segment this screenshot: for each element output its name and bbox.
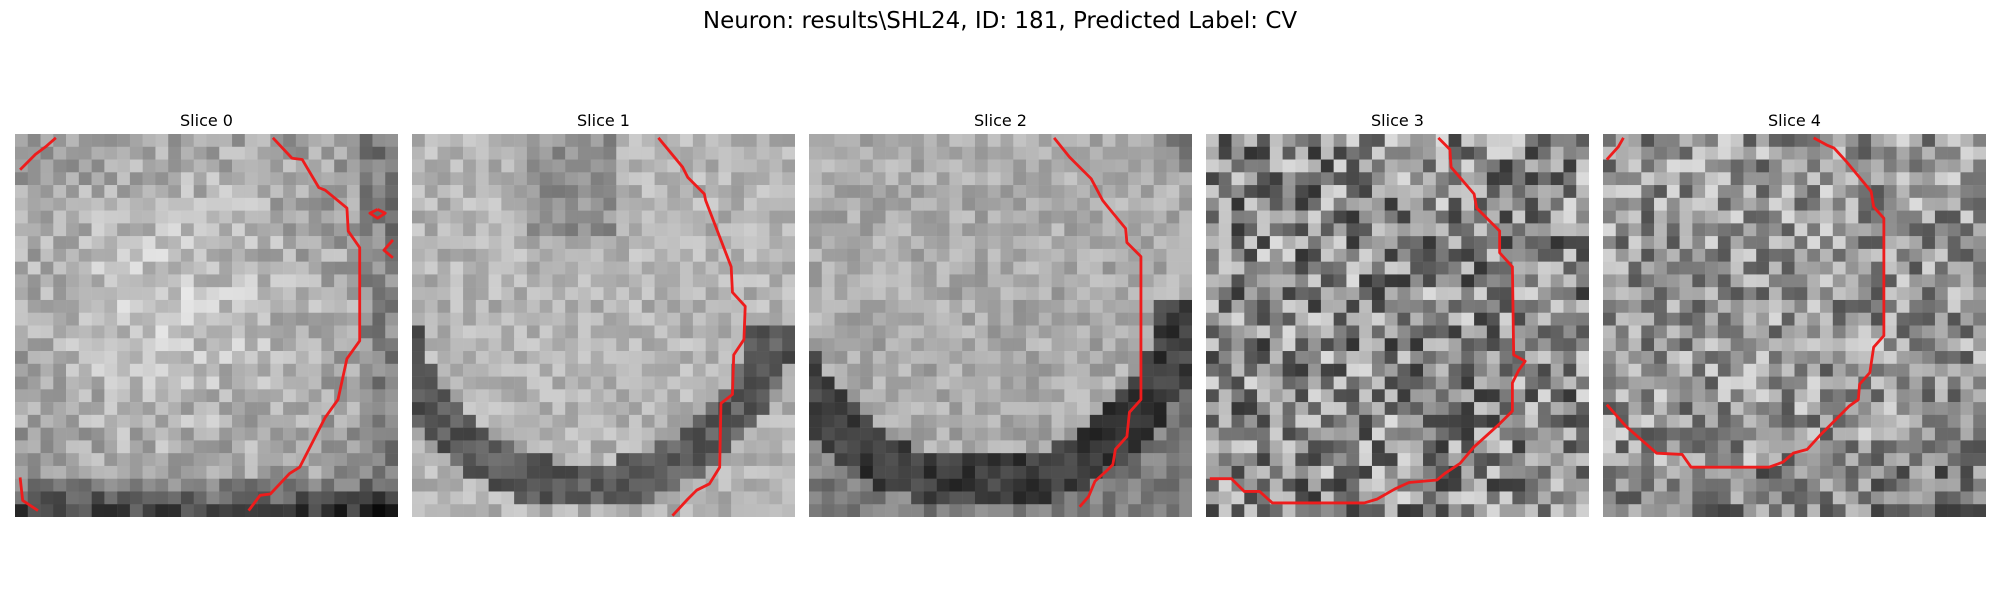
slice-title-2: Slice 2 bbox=[974, 111, 1027, 130]
figure-title: Neuron: results\SHL24, ID: 181, Predicte… bbox=[702, 8, 1298, 34]
slice-image-2 bbox=[809, 134, 1192, 517]
slice-image-4 bbox=[1603, 134, 1986, 517]
slice-panel-4: Slice 4 bbox=[1603, 110, 1986, 517]
slice-panel-2: Slice 2 bbox=[809, 110, 1192, 517]
slice-image-3 bbox=[1206, 134, 1589, 517]
slice-panel-0: Slice 0 bbox=[15, 110, 398, 517]
slice-panel-1: Slice 1 bbox=[412, 110, 795, 517]
slice-title-1: Slice 1 bbox=[577, 111, 630, 130]
slice-panel-3: Slice 3 bbox=[1206, 110, 1589, 517]
contour-overlay-4 bbox=[1605, 136, 1886, 469]
contour-overlay-0 bbox=[18, 136, 394, 512]
contour-overlay-2 bbox=[1053, 136, 1143, 508]
slice-title-3: Slice 3 bbox=[1371, 111, 1424, 130]
contour-overlay-1 bbox=[657, 136, 747, 517]
slice-image-0 bbox=[15, 134, 398, 517]
slice-title-0: Slice 0 bbox=[180, 111, 233, 130]
slice-title-4: Slice 4 bbox=[1768, 111, 1821, 130]
contour-overlay-3 bbox=[1209, 136, 1527, 505]
slice-image-1 bbox=[412, 134, 795, 517]
